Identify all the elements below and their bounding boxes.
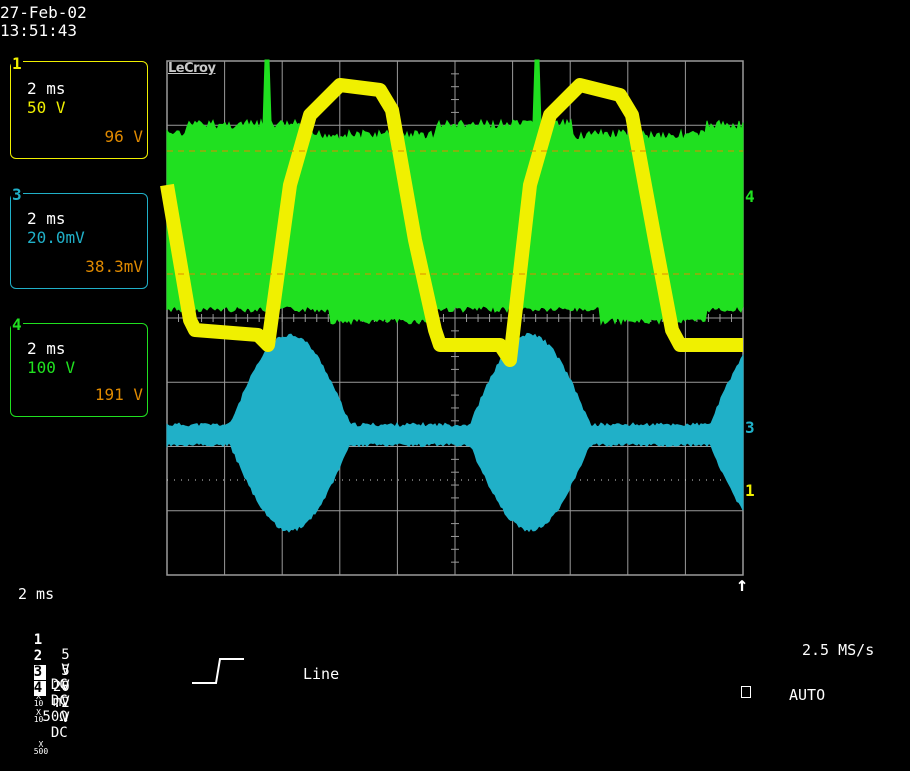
measure-cursor-lines bbox=[167, 150, 743, 275]
channel-volts: 20 bbox=[52, 679, 70, 695]
channel-number: 4 bbox=[33, 681, 46, 696]
channel-number: 3 bbox=[33, 665, 46, 680]
trace-tag-ch1: 1 bbox=[11, 54, 23, 73]
channel-volts: 5 bbox=[61, 647, 70, 663]
trace-tag-ch4: 4 bbox=[11, 315, 23, 334]
trigger-position-marker[interactable]: ↑ bbox=[736, 572, 749, 596]
trigger-rising-edge-icon bbox=[192, 658, 244, 684]
channel-volts: 5 bbox=[61, 663, 70, 679]
time-label: 13:51:43 bbox=[0, 21, 78, 40]
trace-timebase: 2 ms bbox=[27, 339, 66, 358]
trace-measure: 38.3mV bbox=[85, 257, 143, 276]
channel-unit: V bbox=[61, 710, 70, 726]
trace-vdiv: 20.0mV bbox=[27, 228, 85, 247]
ch4-offset-marker[interactable]: 4 bbox=[745, 187, 755, 206]
probe-attenuation: X 500 bbox=[33, 740, 49, 756]
channel-number: 2 bbox=[33, 648, 43, 664]
channel-coupling: DC bbox=[50, 725, 68, 741]
trace-vdiv: 100 V bbox=[27, 358, 76, 377]
trigger-mode-label: AUTO bbox=[789, 686, 826, 704]
ch3-offset-marker[interactable]: 3 bbox=[745, 418, 755, 437]
ch4-envelope bbox=[166, 59, 744, 326]
sample-rate-label: 2.5 MS/s bbox=[802, 641, 875, 659]
trace-vdiv: 50 V bbox=[27, 98, 66, 117]
trace-tag-ch3: 3 bbox=[11, 185, 23, 204]
trigger-status-indicator-icon bbox=[741, 686, 751, 698]
lecroy-logo: LeCroy bbox=[168, 61, 216, 76]
trigger-source-label: Line bbox=[303, 665, 340, 683]
trace-timebase: 2 ms bbox=[27, 209, 66, 228]
trace-measure: 191 V bbox=[94, 385, 143, 404]
date-label: 27-Feb-02 bbox=[0, 3, 87, 22]
channel-number: 1 bbox=[33, 632, 43, 648]
ch1-offset-marker[interactable]: 1 bbox=[745, 481, 755, 500]
trace-box-ch1[interactable]: 2 ms 50 V 96 V bbox=[10, 61, 148, 159]
channel-4-trace bbox=[166, 59, 744, 326]
ch3-envelope bbox=[166, 332, 744, 533]
channel-3-trace bbox=[166, 332, 744, 533]
waveform-display bbox=[160, 59, 744, 576]
channel-row[interactable]: 4 .2 V DC X 500 bbox=[0, 666, 70, 771]
channel-unit: V bbox=[61, 662, 70, 678]
channel-unit: V bbox=[61, 678, 70, 694]
trace-timebase: 2 ms bbox=[27, 79, 66, 98]
channel-coupling: DC bbox=[50, 677, 68, 693]
ch1-waveform bbox=[160, 78, 743, 367]
trace-box-ch3[interactable]: 2 ms 20.0mV 38.3mV bbox=[10, 193, 148, 289]
channel-1-trace bbox=[160, 78, 743, 367]
timebase-label: 2 ms bbox=[18, 585, 55, 603]
channel-settings: 1 5 V DC X 10 2 5 V DC X 10 3 20 mV 50Ω 4 … bbox=[0, 618, 170, 756]
trace-measure: 96 V bbox=[104, 127, 143, 146]
trace-box-ch4[interactable]: 2 ms 100 V 191 V bbox=[10, 323, 148, 417]
